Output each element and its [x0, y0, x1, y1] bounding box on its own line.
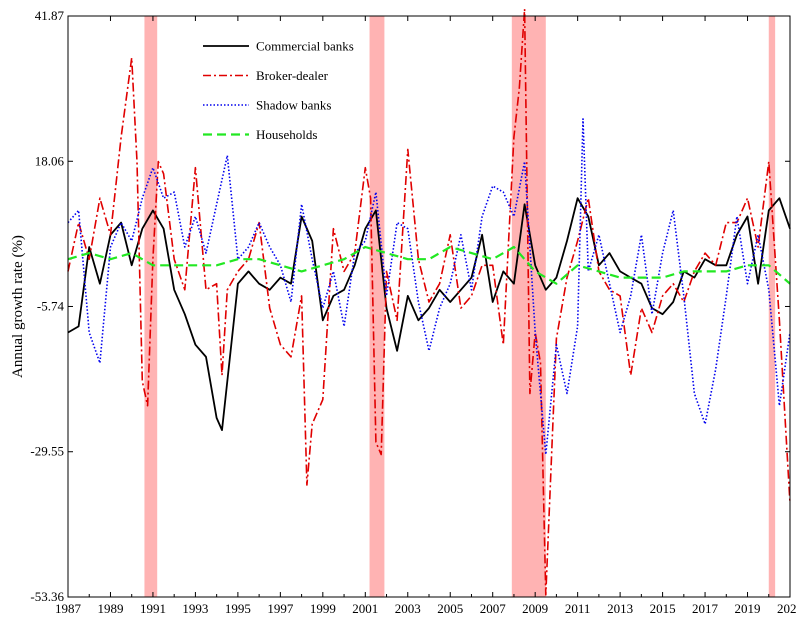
x-tick-label: 2019 — [735, 601, 761, 616]
x-tick-label: 1995 — [225, 601, 251, 616]
x-tick-label: 2021 — [777, 601, 796, 616]
legend: Commercial banks Broker-dealer Shadow bank… — [203, 39, 354, 142]
y-tick-label: -53.36 — [30, 589, 64, 604]
legend-label: Shadow banks — [256, 98, 331, 113]
series-lines — [67, 8, 791, 596]
x-tick-label: 1991 — [140, 601, 166, 616]
x-tick-label: 2001 — [352, 601, 378, 616]
x-tick-label: 2007 — [480, 601, 507, 616]
x-tick-label: 2011 — [565, 601, 591, 616]
x-tick-label: 1997 — [267, 601, 294, 616]
x-tick-label: 1987 — [55, 601, 82, 616]
series-line-shadow-banks — [67, 118, 791, 456]
y-tick-label: -5.74 — [37, 298, 65, 313]
legend-label: Commercial banks — [256, 39, 354, 54]
x-tick-label: 2003 — [395, 601, 421, 616]
series-line-commercial-banks — [67, 197, 791, 432]
x-tick-label: 2005 — [437, 601, 463, 616]
y-tick-label: -29.55 — [30, 444, 64, 459]
y-tick-label: 41.87 — [35, 8, 65, 23]
x-tick-label: 1993 — [182, 601, 208, 616]
y-tick-label: 18.06 — [35, 153, 65, 168]
series-line-broker-dealer — [67, 8, 791, 596]
series-line-households — [67, 245, 791, 285]
x-tick-label: 2013 — [607, 601, 633, 616]
x-tick-label: 1989 — [97, 601, 123, 616]
x-axis: 1987 1989 1991 1993 1995 1997 1999 2001 2003 2005… — [55, 16, 796, 616]
recession-band-4 — [768, 16, 776, 597]
recession-band-1 — [144, 16, 158, 597]
legend-label: Households — [256, 127, 317, 142]
x-tick-label: 2017 — [692, 601, 719, 616]
x-tick-label: 2015 — [650, 601, 676, 616]
y-axis-title: Annual growth rate (%) — [10, 235, 26, 378]
recession-band-2 — [369, 16, 385, 597]
x-tick-label: 1999 — [310, 601, 336, 616]
x-tick-label: 2009 — [522, 601, 548, 616]
recession-bands — [144, 16, 776, 597]
legend-label: Broker-dealer — [256, 68, 329, 83]
y-axis: -53.36 -29.55 -5.74 18.06 41.87 — [30, 8, 790, 604]
